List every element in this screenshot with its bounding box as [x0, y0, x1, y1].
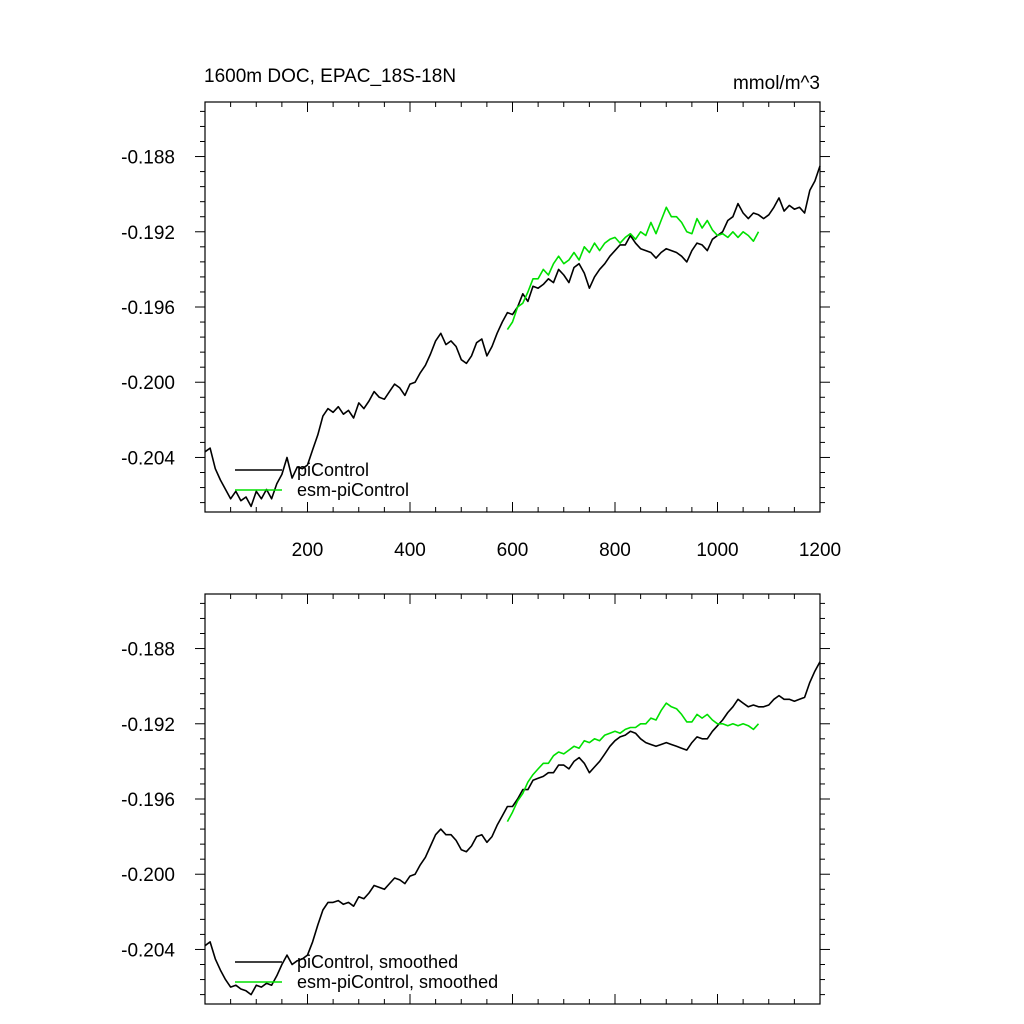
plot-frame: [204, 101, 821, 513]
y-tick-label: -0.188: [121, 148, 175, 169]
y-tick-label: -0.204: [121, 448, 175, 469]
y-tick-label: -0.192: [121, 715, 175, 736]
picontrol-line: [204, 661, 821, 996]
x-tick-label: 200: [292, 540, 324, 561]
legend-label: esm-piControl: [297, 480, 409, 500]
legend-label: piControl: [297, 460, 369, 480]
y-tick-label: -0.196: [121, 298, 175, 319]
y-tick-label: -0.188: [121, 640, 175, 661]
x-tick-label: 600: [497, 540, 529, 561]
x-tick-label: 1200: [799, 540, 841, 561]
x-tick-label: 400: [394, 540, 426, 561]
y-tick-label: -0.196: [121, 790, 175, 811]
panel-top: 1600m DOC, EPAC_18S-18N mmol/m^3 -0.188 -…: [121, 66, 841, 561]
units-label: mmol/m^3: [733, 73, 820, 94]
x-tick-label: 800: [599, 540, 631, 561]
plot-frame: [204, 593, 821, 1005]
y-tick-label: -0.192: [121, 223, 175, 244]
legend-label: esm-piControl, smoothed: [297, 972, 498, 992]
y-tick-label: -0.200: [121, 865, 175, 886]
panel-bottom: -0.188 -0.192 -0.196 -0.200 -0.204 piControl,…: [121, 593, 830, 1005]
y-tick-label: -0.200: [121, 373, 175, 394]
esm-picontrol-line: [506, 702, 760, 822]
esm-picontrol-line: [506, 206, 760, 331]
picontrol-line: [204, 165, 821, 508]
y-tick-label: -0.204: [121, 940, 175, 961]
x-tick-label: 1000: [696, 540, 738, 561]
chart-title: 1600m DOC, EPAC_18S-18N: [204, 66, 456, 87]
legend-label: piControl, smoothed: [297, 952, 458, 972]
